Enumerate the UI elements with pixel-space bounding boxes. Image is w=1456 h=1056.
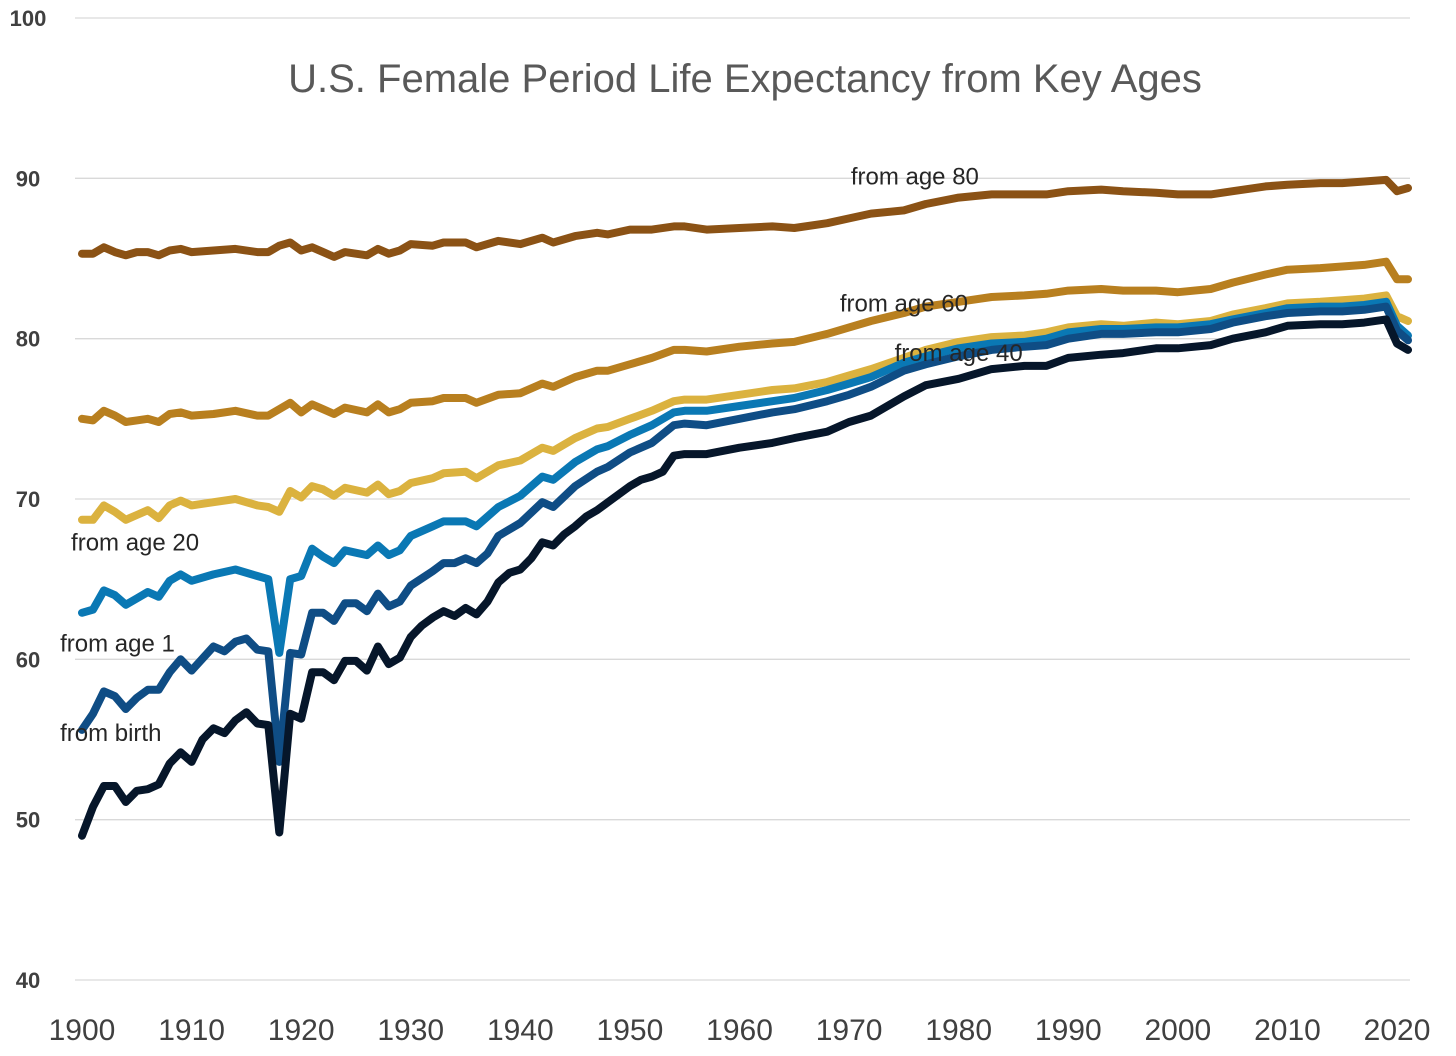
series-line-from-age-20 (78, 297, 1412, 657)
y-tick-label-100: 100 (10, 6, 47, 31)
series-line-from-age-1 (78, 302, 1412, 766)
series-line-from-age-60 (78, 257, 1412, 426)
series-lines (78, 175, 1412, 840)
label-from-age-60: from age 60 (840, 290, 968, 317)
x-tick-label-1900: 1900 (49, 1014, 116, 1047)
y-tick-label-80: 80 (16, 327, 40, 352)
y-tick-label-60: 60 (16, 647, 40, 672)
label-from-age-1: from age 1 (60, 630, 175, 657)
x-tick-label-1980: 1980 (925, 1014, 992, 1047)
x-tick-label-1950: 1950 (597, 1014, 664, 1047)
y-tick-label-50: 50 (16, 808, 40, 833)
label-from-age-80: from age 80 (851, 164, 979, 191)
y-tick-label-70: 70 (16, 487, 40, 512)
x-tick-label-1990: 1990 (1035, 1014, 1102, 1047)
x-tick-label-1930: 1930 (377, 1014, 444, 1047)
y-axis-tick-labels: 40 50 60 70 80 90 100 (10, 6, 47, 993)
y-tick-label-90: 90 (16, 166, 40, 191)
series-line-from-birth (78, 315, 1412, 840)
gridlines (75, 17, 1410, 981)
x-tick-label-1970: 1970 (816, 1014, 883, 1047)
x-tick-label-2010: 2010 (1254, 1014, 1321, 1047)
label-from-birth: from birth (60, 720, 161, 747)
chart-title: U.S. Female Period Life Expectancy from … (288, 57, 1202, 101)
x-tick-label-2020: 2020 (1364, 1014, 1431, 1047)
x-tick-label-1920: 1920 (268, 1014, 335, 1047)
y-tick-label-40: 40 (16, 968, 40, 993)
label-from-age-40: from age 40 (895, 340, 1023, 367)
x-tick-label-1960: 1960 (706, 1014, 773, 1047)
x-tick-label-1910: 1910 (158, 1014, 225, 1047)
series-labels: from age 80 from age 60 from age 40 from ag… (60, 164, 1023, 747)
label-from-age-20: from age 20 (71, 529, 199, 556)
x-tick-label-2000: 2000 (1144, 1014, 1211, 1047)
x-axis-tick-labels: 1900 1910 1920 1930 1940 1950 1960 1970 1980 1990… (49, 1014, 1431, 1047)
series-line-from-age-80 (78, 175, 1412, 261)
x-tick-label-1940: 1940 (487, 1014, 554, 1047)
